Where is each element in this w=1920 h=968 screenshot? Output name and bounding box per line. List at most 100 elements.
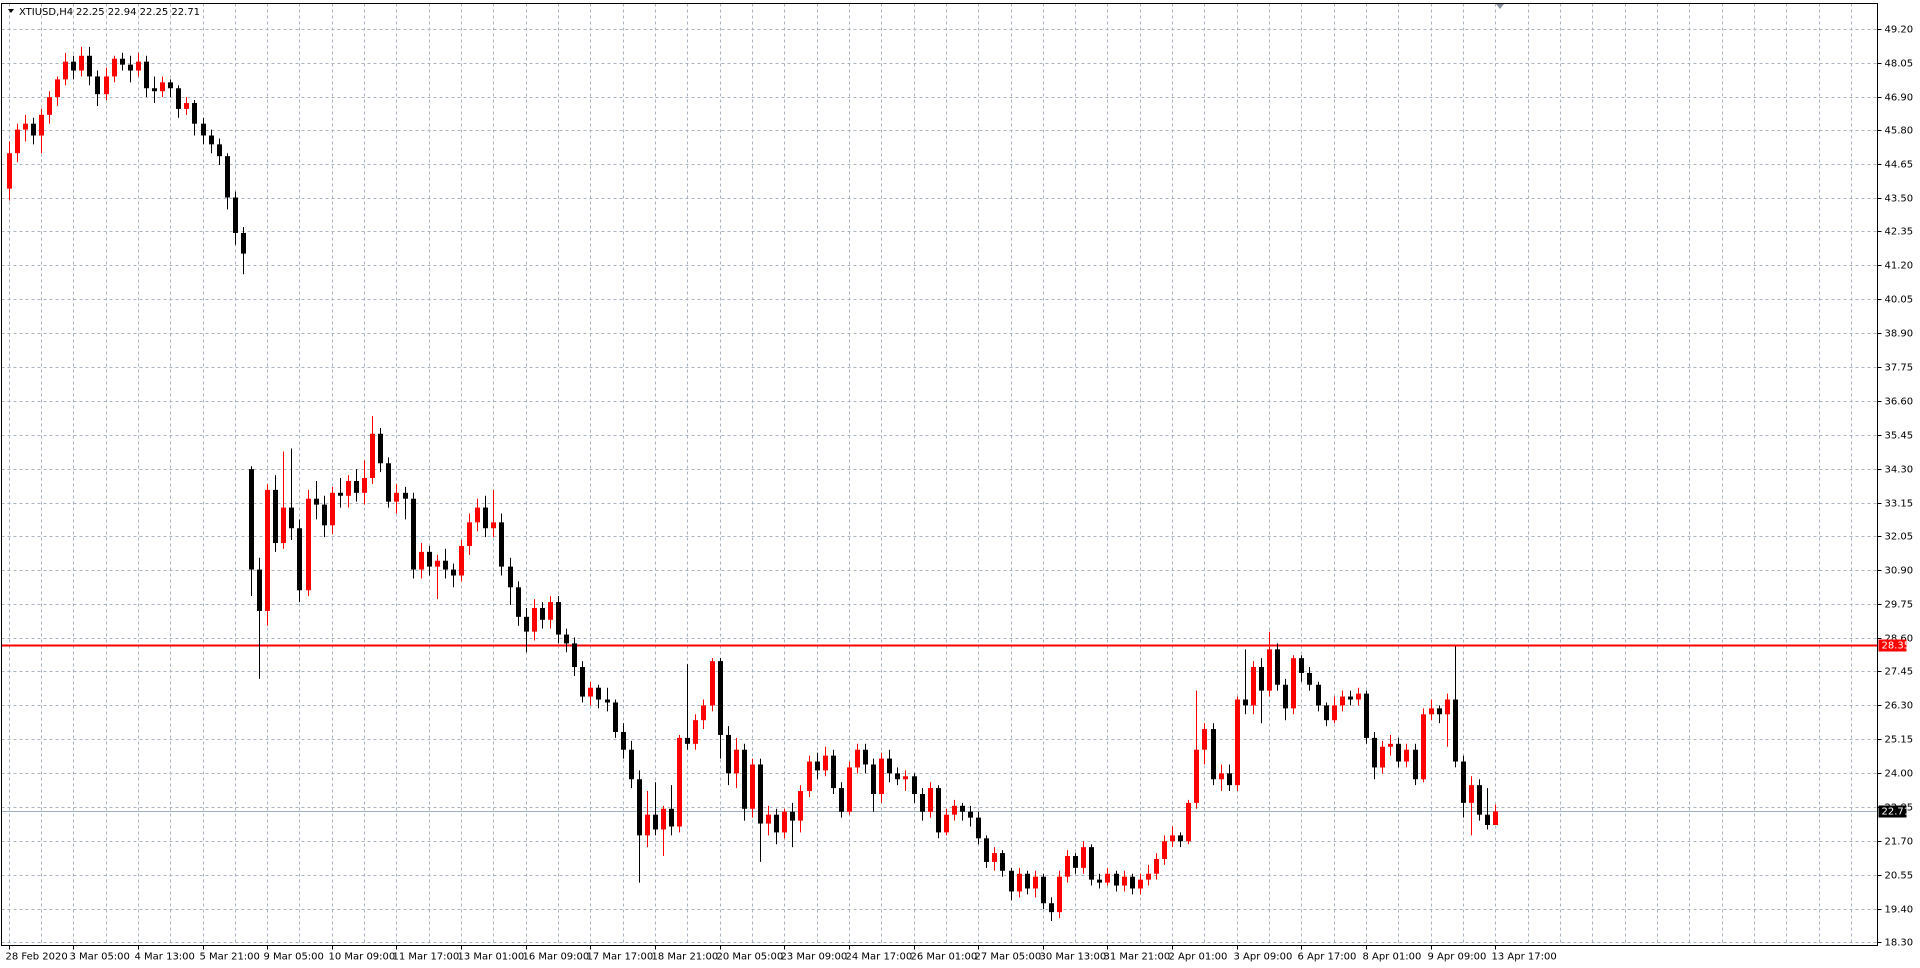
candle-body (152, 88, 157, 92)
candle-body (669, 808, 674, 827)
candle-body (750, 764, 755, 809)
candle-body (1227, 773, 1232, 786)
candle-body (1025, 873, 1030, 889)
candle-body (1267, 649, 1272, 691)
candle-body (1178, 835, 1183, 842)
candle-body (1445, 699, 1450, 715)
candle-body (1429, 708, 1434, 715)
x-tick-label: 9 Mar 05:00 (264, 952, 324, 963)
candle-body (71, 61, 76, 71)
y-tick-label: 29.75 (1885, 600, 1914, 611)
candle-body (1485, 814, 1490, 826)
candle-body (1372, 737, 1377, 768)
candle-body (475, 507, 480, 523)
plot-frame (1, 3, 1878, 946)
candle-body (1065, 856, 1070, 877)
candle-body (1243, 699, 1248, 706)
candle-body (871, 764, 876, 795)
candle-body (1259, 667, 1264, 691)
candle-body (225, 156, 230, 198)
candle-body (144, 61, 149, 89)
x-tick-label: 13 Apr 17:00 (1492, 952, 1557, 963)
candle-body (7, 153, 12, 189)
x-tick-label: 17 Mar 17:00 (587, 952, 654, 963)
candle-body (273, 489, 278, 544)
candles (7, 46, 1498, 921)
candle-body (419, 551, 424, 570)
x-tick-label: 4 Mar 13:00 (135, 952, 195, 963)
candle-body (217, 144, 222, 157)
candle-body (1235, 699, 1240, 786)
x-tick-label: 2 Apr 01:00 (1169, 952, 1228, 963)
x-tick-label: 5 Mar 21:00 (200, 952, 260, 963)
candle-body (621, 731, 626, 750)
menu-arrow[interactable] (8, 9, 14, 13)
candle-body (1162, 841, 1167, 859)
y-tick-label: 46.90 (1885, 93, 1914, 104)
candle-body (1453, 699, 1458, 762)
candle-body (855, 749, 860, 768)
candle-body (839, 788, 844, 812)
candle-body (257, 569, 262, 611)
x-tick-label: 9 Apr 09:00 (1428, 952, 1487, 963)
x-tick-label: 28 Feb 2020 (6, 952, 68, 963)
y-tick-label: 37.75 (1885, 363, 1914, 374)
candle-body (1307, 672, 1312, 685)
candle-body (637, 779, 642, 836)
candle-body (992, 853, 997, 862)
candle-body (1356, 693, 1361, 700)
candle-body (87, 55, 92, 77)
grid (1, 3, 1878, 946)
candle-body (160, 82, 165, 92)
y-tick-label: 27.45 (1885, 667, 1914, 678)
candle-body (378, 433, 383, 464)
candle-body (403, 492, 408, 499)
y-tick-label: 33.15 (1885, 499, 1914, 510)
symbol-title: XTIUSD,H4 (19, 7, 73, 18)
candle-body (112, 58, 117, 77)
candle-body (411, 498, 416, 570)
candle-body (322, 504, 327, 526)
candle-body (459, 545, 464, 576)
candle-body (556, 602, 561, 635)
y-tick-label: 49.20 (1885, 25, 1914, 36)
y-tick-label: 19.40 (1885, 905, 1914, 916)
x-tick-label: 26 Mar 01:00 (911, 952, 978, 963)
candle-body (1017, 873, 1022, 892)
candle-body (718, 661, 723, 735)
candle-body (1009, 870, 1014, 892)
price-level-box (1878, 805, 1907, 818)
candle-body (1097, 879, 1102, 883)
candle-body (491, 522, 496, 529)
x-tick-label: 8 Apr 01:00 (1363, 952, 1422, 963)
y-tick-label: 38.90 (1885, 329, 1914, 340)
candle-body (63, 61, 68, 80)
x-tick-label: 3 Apr 09:00 (1234, 952, 1293, 963)
candle-body (1388, 743, 1393, 747)
candle-body (887, 758, 892, 774)
x-tick-label: 31 Mar 21:00 (1104, 952, 1171, 963)
candle-body (588, 687, 593, 697)
candle-body (1081, 847, 1086, 868)
candle-body (1154, 858, 1159, 874)
candle-body (936, 788, 941, 833)
y-tick-label: 42.35 (1885, 227, 1914, 238)
candle-body (394, 492, 399, 502)
candle-body (1186, 802, 1191, 842)
candle-body (249, 469, 254, 570)
candle-body (1437, 708, 1442, 715)
candle-body (1033, 876, 1038, 889)
y-tick-label: 44.65 (1885, 160, 1914, 171)
candle-body (758, 764, 763, 824)
candle-body (823, 755, 828, 771)
y-tick-label: 25.15 (1885, 735, 1914, 746)
candle-body (1421, 714, 1426, 780)
candle-body (1364, 693, 1369, 738)
candle-body (443, 560, 448, 570)
candle-body (572, 643, 577, 668)
shift-marker[interactable] (1496, 4, 1504, 9)
candle-body (782, 811, 787, 833)
candle-body (677, 737, 682, 827)
candle-body (104, 76, 109, 95)
